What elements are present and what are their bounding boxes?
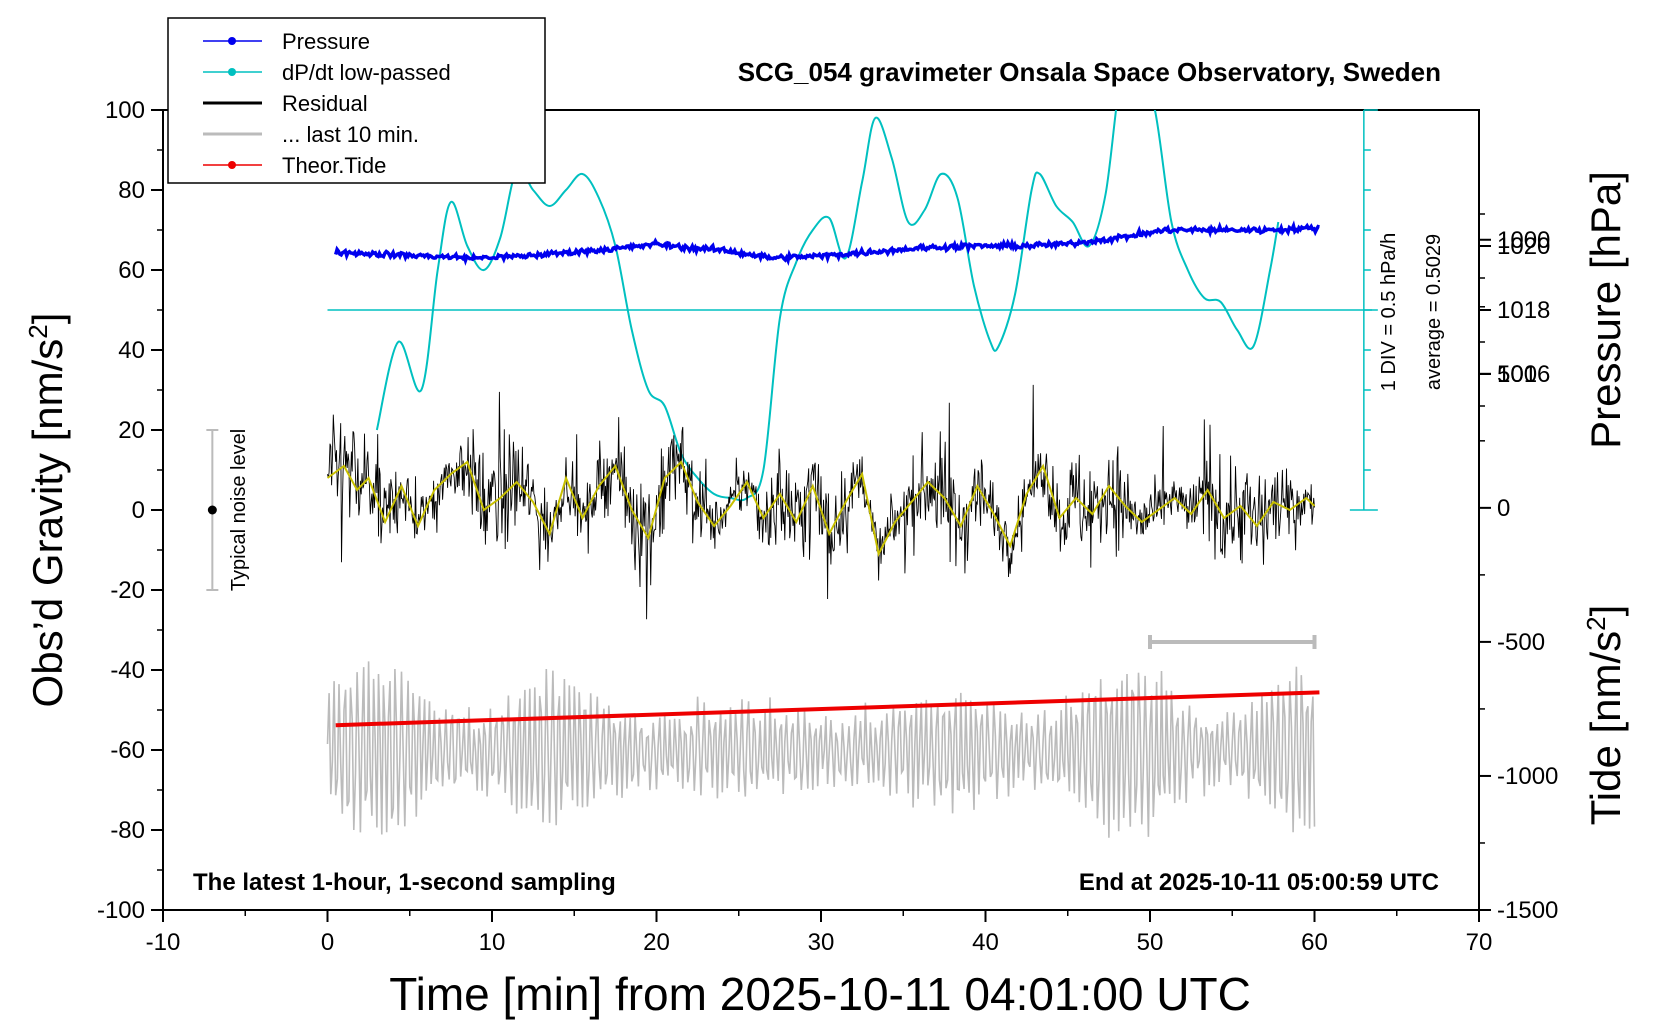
note-bottom-left: The latest 1-hour, 1-second sampling: [193, 869, 616, 896]
x-tick-label: -10: [146, 929, 181, 956]
last10-layer: [326, 661, 1316, 838]
last10-line: [326, 661, 1316, 838]
x-tick-label: 50: [1137, 929, 1164, 956]
y-tick-label: 40: [118, 337, 145, 364]
tide-axis-ticks: 1000 500 0 -500 -1000 -1500: [1479, 227, 1558, 924]
y-tick-label: 60: [118, 257, 145, 284]
x-tick-label: 0: [321, 929, 334, 956]
noise-bar-center: [207, 505, 217, 515]
legend-label: Pressure: [282, 29, 370, 54]
x-axis-ticks: -10 0 10 20 30 40 50 60 70: [146, 910, 1493, 956]
noise-level-label: Typical noise level: [228, 429, 250, 591]
dpdt-layer: [327, 109, 1378, 511]
dpdt-line: [375, 110, 1280, 502]
legend-marker: [228, 68, 236, 76]
y-axis-label-left: Obs’d Gravity [nm/s2]: [23, 313, 71, 708]
tide-tick-label: -1500: [1497, 897, 1558, 924]
x-tick-label: 20: [643, 929, 670, 956]
pressure-tick-label: 1020: [1497, 233, 1550, 260]
legend-label: ... last 10 min.: [282, 122, 419, 147]
average-label: average = 0.5029: [1423, 234, 1445, 390]
tide-tick-label: 1000: [1497, 227, 1550, 254]
y-tick-label: 100: [105, 97, 145, 124]
tide-tick-label: -1000: [1497, 763, 1558, 790]
note-bottom-right: End at 2025-10-11 05:00:59 UTC: [1079, 869, 1439, 896]
pressure-line: [334, 220, 1320, 266]
legend-label: Residual: [282, 91, 368, 116]
x-axis-label: Time [min] from 2025-10-11 04:01:00 UTC: [389, 968, 1251, 1020]
y-tick-label: 80: [118, 177, 145, 204]
x-tick-label: 30: [808, 929, 835, 956]
legend-marker: [228, 161, 236, 169]
tide-line: [335, 690, 1320, 728]
y-tick-label: -60: [110, 737, 145, 764]
y-tick-label: -80: [110, 817, 145, 844]
y-tick-label: -40: [110, 657, 145, 684]
tide-layer: [335, 690, 1320, 728]
div-label: 1 DIV = 0.5 hPa/h: [1378, 233, 1400, 391]
decor-layer: [206, 429, 1317, 649]
legend: Pressure dP/dt low-passed Residual ... last…: [167, 17, 546, 184]
legend-label: Theor.Tide: [282, 153, 386, 178]
residual-line: [327, 384, 1315, 620]
tide-tick-label: 0: [1497, 495, 1510, 522]
y-tick-label: 20: [118, 417, 145, 444]
residual-smoothed-line: [326, 460, 1316, 557]
y-axis-label-pressure: Pressure [hPa]: [1582, 171, 1629, 449]
legend-marker: [228, 37, 236, 45]
tide-tick-label: 500: [1497, 361, 1537, 388]
y-tick-label: -20: [110, 577, 145, 604]
x-tick-label: 10: [479, 929, 506, 956]
pressure-axis-ticks: 1020 1018 1016: [1479, 213, 1550, 407]
y-tick-label: 0: [132, 497, 145, 524]
y-axis-ticks: 100 80 60 40 20 0 -20 -40 -60 -80 -100: [97, 97, 163, 924]
pressure-layer: [334, 220, 1320, 266]
residual-layer: [326, 384, 1316, 620]
x-tick-label: 70: [1466, 929, 1493, 956]
y-tick-label: -100: [97, 897, 145, 924]
y-axis-label-tide: Tide [nm/s2]: [1581, 605, 1629, 826]
tide-tick-label: -500: [1497, 629, 1545, 656]
pressure-tick-label: 1016: [1497, 361, 1550, 388]
legend-box: [167, 17, 546, 184]
x-tick-label: 40: [972, 929, 999, 956]
legend-label: dP/dt low-passed: [282, 60, 451, 85]
legend-items: Pressure dP/dt low-passed Residual ... last…: [203, 29, 451, 178]
x-tick-label: 60: [1301, 929, 1328, 956]
chart-title: SCG_054 gravimeter Onsala Space Observat…: [738, 57, 1441, 87]
pressure-tick-label: 1018: [1497, 297, 1550, 324]
